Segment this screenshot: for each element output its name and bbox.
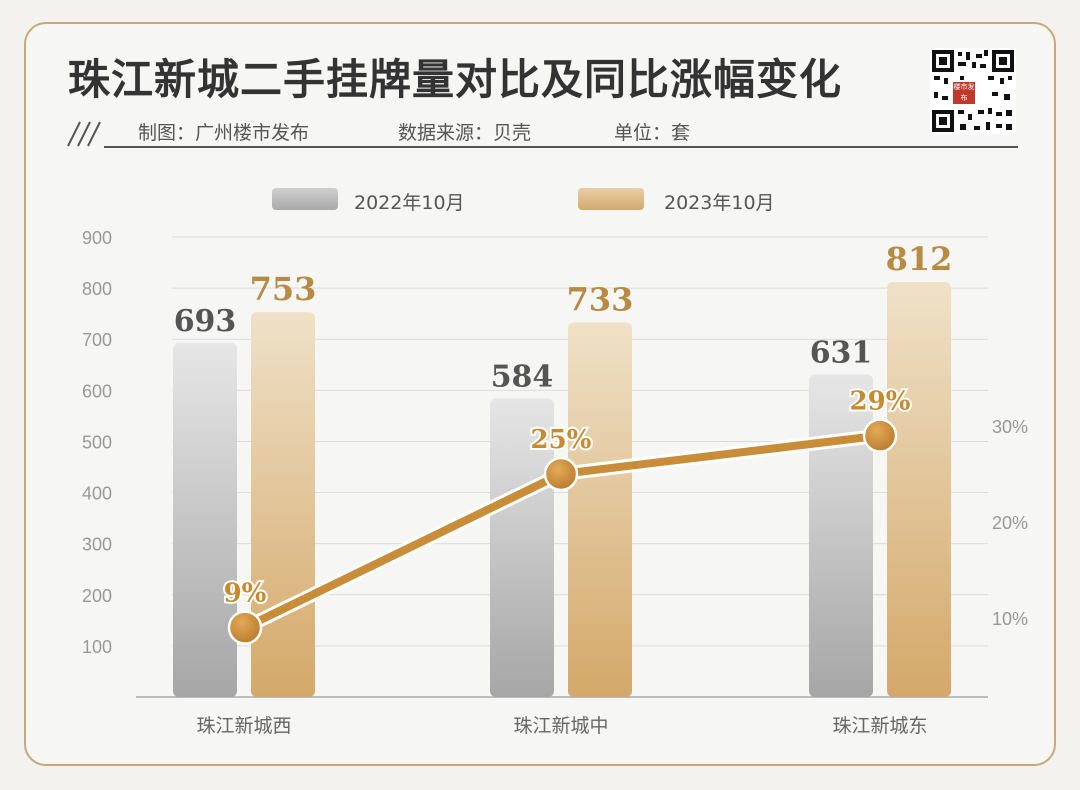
bar-2023 <box>251 312 315 697</box>
legend-swatch-2023 <box>578 188 644 210</box>
y2-tick-label: 20% <box>992 513 1028 533</box>
page-title: 珠江新城二手挂牌量对比及同比涨幅变化 <box>68 55 843 104</box>
legend-label-2023: 2023年10月 <box>664 192 775 214</box>
growth-label: 25% <box>531 425 592 455</box>
growth-point <box>862 418 898 453</box>
y2-tick-label: 30% <box>992 417 1028 437</box>
y-tick-label: 400 <box>82 484 112 504</box>
y-tick-label: 300 <box>82 535 112 555</box>
y2-tick-label: 10% <box>992 609 1028 629</box>
qr-badge-logo: 楼市发布 <box>953 82 975 104</box>
value-label-2023: 733 <box>567 280 634 318</box>
value-label-2023: 812 <box>886 240 953 278</box>
y-tick-label: 500 <box>82 432 112 452</box>
y-tick-label: 100 <box>82 637 112 657</box>
qr-code-icon <box>930 48 1016 134</box>
growth-point <box>227 610 263 645</box>
slash-decoration-icon <box>67 121 101 147</box>
bar-2022 <box>173 342 237 697</box>
growth-label: 29% <box>850 387 911 417</box>
x-category-label: 珠江新城西 <box>196 715 291 737</box>
bar-2022 <box>809 374 873 697</box>
value-label-2023: 753 <box>250 270 317 308</box>
y-tick-label: 900 <box>82 228 112 248</box>
bar-2023 <box>887 281 951 697</box>
legend-swatch-2022 <box>272 188 338 210</box>
bar-2023 <box>568 322 632 697</box>
unit-text: 单位：套 <box>614 122 691 144</box>
growth-point <box>543 456 579 492</box>
legend-label-2022: 2022年10月 <box>354 192 465 214</box>
y-tick-label: 700 <box>82 330 112 350</box>
value-label-2022: 584 <box>491 360 554 395</box>
y-tick-label: 200 <box>82 586 112 606</box>
value-label-2022: 631 <box>810 335 873 370</box>
x-category-label: 珠江新城中 <box>513 715 608 737</box>
producer-text: 制图：广州楼市发布 <box>138 122 310 144</box>
bar-2022 <box>490 398 554 697</box>
y-tick-label: 600 <box>82 381 112 401</box>
source-text: 数据来源：贝壳 <box>398 122 532 144</box>
x-category-label: 珠江新城东 <box>832 715 927 737</box>
header-divider <box>104 146 1018 148</box>
value-label-2022: 693 <box>174 304 237 339</box>
y-tick-label: 800 <box>82 279 112 299</box>
growth-label: 9% <box>224 579 267 609</box>
